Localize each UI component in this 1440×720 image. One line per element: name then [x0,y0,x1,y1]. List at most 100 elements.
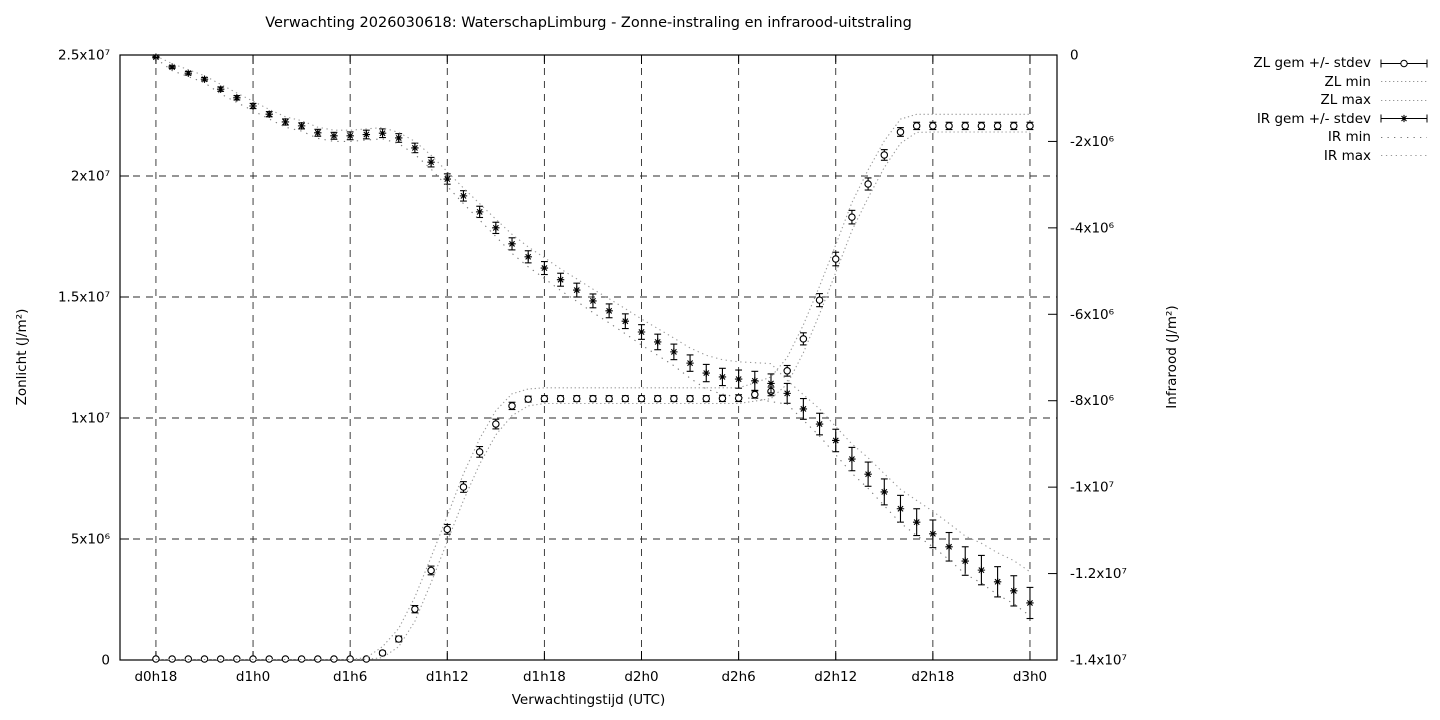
legend-item-zl-max: ZL max [1198,91,1430,110]
ir-data-point [249,102,257,110]
zl-data-point [751,390,759,399]
ir-data-point [702,369,710,377]
ir-data-point [492,224,500,232]
svg-text:1x10⁷: 1x10⁷ [71,411,110,427]
svg-text:0: 0 [101,653,110,669]
svg-text:d0h18: d0h18 [134,669,177,685]
zl-data-point [864,180,872,188]
ir-min-series [155,58,1031,617]
zl-data-point [524,395,532,403]
zl-data-point [346,655,354,663]
svg-text:d2h12: d2h12 [814,669,857,685]
zl-data-point [394,635,403,643]
zl-data-point [799,335,808,343]
ir-data-point [200,75,209,83]
zl-data-point [653,394,662,403]
zl-data-point [508,402,516,410]
ir-data-point [832,436,840,445]
svg-text:d3h0: d3h0 [1013,669,1047,685]
ir-data-point [216,85,225,93]
legend-label-zl-max: ZL max [1320,92,1371,109]
zl-data-point [540,394,549,403]
ir-data-point [605,307,613,315]
zl-data-point [977,122,986,130]
zl-data-point [556,394,565,403]
dotted-line-icon [1381,155,1427,157]
zl-data-point [686,394,694,403]
sparse-dotted-line-icon [1381,136,1427,138]
ir-data-point [395,134,403,142]
dotted-line-icon [1381,99,1427,101]
ir-data-point [961,557,969,565]
errorbar-circle-icon [1380,59,1428,68]
ir-data-point [152,53,160,61]
ir-data-point [281,118,290,126]
legend-item-zl-gem: ZL gem +/- stdev [1198,54,1430,73]
zl-data-point [297,655,306,663]
legend-label-zl-min: ZL min [1324,73,1371,90]
ir-data-point [718,373,727,381]
ir-data-point [734,375,743,383]
ir-data-point [945,543,953,551]
svg-text:-1.2x10⁷: -1.2x10⁷ [1070,566,1127,582]
zl-data-point [929,122,937,130]
svg-text:-4x10⁶: -4x10⁶ [1070,220,1114,236]
ir-data-point [411,144,419,152]
zl-data-point [783,367,791,375]
ir-data-point [459,192,468,200]
grid-lines [120,55,1057,660]
zl-data-point [718,394,727,403]
ir-data-point [637,328,646,336]
zl-data-point [880,151,889,159]
zl-data-point [573,394,581,403]
zl-data-point [411,605,419,613]
chart-title: Verwachting 2026030618: WaterschapLimbur… [265,15,912,31]
svg-text:d2h18: d2h18 [911,669,954,685]
zl-data-point [492,420,500,428]
ir-data-point [184,69,193,77]
zl-data-point [912,122,921,130]
ir-data-point [880,488,888,496]
svg-text:1.5x10⁷: 1.5x10⁷ [58,290,110,306]
ir-data-point [670,348,678,356]
ir-data-point [864,470,872,478]
legend-item-ir-min: IR min [1198,128,1430,147]
plot-border [119,54,1058,661]
ir-data-point [233,94,241,102]
ir-data-point [443,175,451,183]
ir-data-point [1010,587,1018,595]
svg-text:5x10⁶: 5x10⁶ [71,532,110,548]
ir-data-point [475,208,484,216]
ir-data-point [556,276,565,284]
x-axis-label: Verwachtingstijd (UTC) [511,692,666,708]
ir-data-point [751,377,759,385]
ir-data-point [1026,599,1034,607]
ir-gem-stdev-series [152,53,1034,620]
zl-data-point [993,122,1002,130]
ir-data-point [589,297,597,305]
ir-data-point [896,505,905,513]
ir-data-point [977,566,986,574]
svg-text:-2x10⁶: -2x10⁶ [1070,134,1114,150]
zl-data-point [945,122,953,130]
zl-data-point [459,483,468,491]
dotted-line-icon [1381,81,1427,83]
x-tick-labels: d0h18 d1h0 d1h6 d1h12 d1h18 d2h0 d2h6 d2h12 d2h1… [134,669,1047,685]
ir-data-point [767,379,775,388]
zl-data-point [605,394,613,403]
zl-data-point [670,394,678,403]
svg-text:-1x10⁷: -1x10⁷ [1070,480,1114,496]
ir-data-point [524,253,532,261]
ir-data-point [573,286,581,294]
ir-data-point [362,130,371,139]
y-axis-label-left: Zonlicht (J/m²) [14,308,30,406]
ir-data-point [330,132,338,140]
legend-label-ir-max: IR max [1323,147,1371,164]
zl-min-series [155,131,1030,661]
zl-data-point [831,255,840,263]
svg-text:d1h6: d1h6 [333,669,367,685]
zl-data-point [1026,122,1034,130]
zl-data-point [443,525,452,534]
